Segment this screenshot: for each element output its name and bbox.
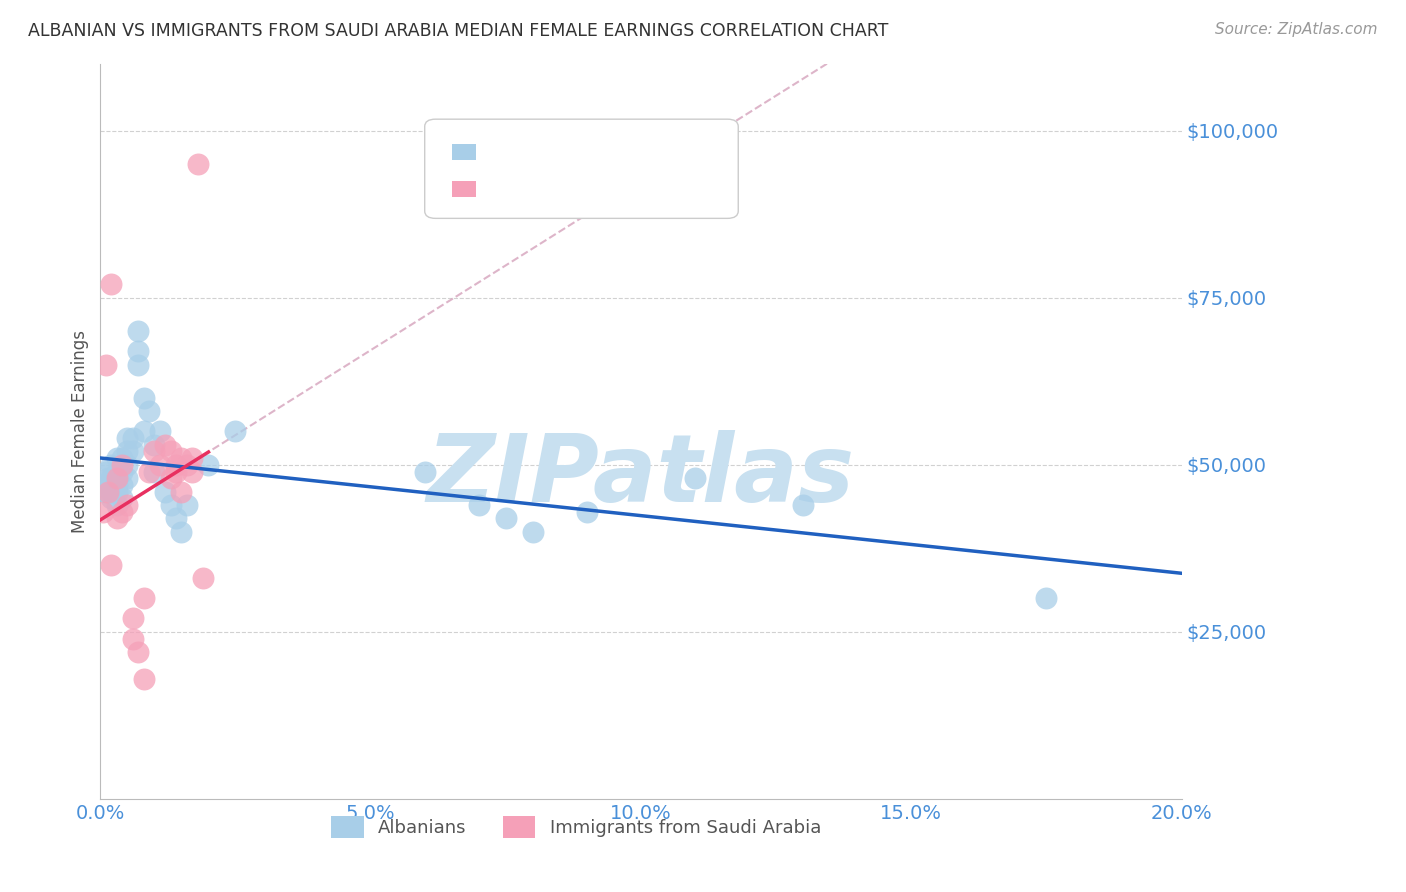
Legend: Albanians, Immigrants from Saudi Arabia: Albanians, Immigrants from Saudi Arabia [323,808,828,845]
Point [94,484,117,499]
Point [111,451,134,466]
Point [155,438,177,452]
Point [100,458,122,472]
Point [105,511,128,525]
Point [105,484,128,499]
Text: R = -0.086: R = -0.086 [492,144,600,161]
Point [117,471,139,485]
Point [105,498,128,512]
Point [495,511,517,525]
Point [522,524,544,539]
Point [143,438,166,452]
Point [132,591,155,606]
Point [197,458,219,472]
Point [683,471,706,485]
Point [117,444,139,458]
Point [159,444,181,458]
Point [100,471,122,485]
Point [149,425,172,439]
Point [111,465,134,479]
Point [121,632,143,646]
Point [165,511,187,525]
Point [155,484,177,499]
Point [111,458,134,472]
Point [143,444,166,458]
Point [132,391,155,405]
Point [165,458,187,472]
Point [111,505,134,519]
Point [468,498,491,512]
Point [138,465,160,479]
Point [127,645,149,659]
Point [91,478,114,492]
Text: ZIPatlas: ZIPatlas [427,430,855,522]
Point [149,458,172,472]
Point [121,611,143,625]
FancyBboxPatch shape [425,120,738,219]
Point [132,672,155,686]
Point [170,524,193,539]
Point [138,404,160,418]
Point [187,157,209,171]
Point [121,431,143,445]
Point [176,498,198,512]
Point [117,458,139,472]
Point [181,465,204,479]
Point [100,491,122,506]
Point [111,478,134,492]
FancyBboxPatch shape [451,145,475,161]
Text: ALBANIAN VS IMMIGRANTS FROM SAUDI ARABIA MEDIAN FEMALE EARNINGS CORRELATION CHAR: ALBANIAN VS IMMIGRANTS FROM SAUDI ARABIA… [28,22,889,40]
Point [105,478,128,492]
Point [94,358,117,372]
Point [105,451,128,466]
Point [94,465,117,479]
Point [792,498,814,512]
Point [143,465,166,479]
Point [105,471,128,485]
FancyBboxPatch shape [451,181,475,197]
Text: N = 30: N = 30 [616,180,682,198]
Point [91,505,114,519]
Point [100,484,122,499]
Point [1035,591,1057,606]
Text: Source: ZipAtlas.com: Source: ZipAtlas.com [1215,22,1378,37]
Point [181,451,204,466]
Point [121,444,143,458]
Point [94,478,117,492]
Point [105,465,128,479]
Point [170,484,193,499]
Point [127,358,149,372]
Point [127,324,149,338]
Y-axis label: Median Female Earnings: Median Female Earnings [72,330,89,533]
Point [97,484,120,499]
Point [165,465,187,479]
Point [97,471,120,485]
Point [117,498,139,512]
Point [191,571,214,585]
Point [224,425,246,439]
Text: N = 48: N = 48 [616,144,682,161]
Point [176,458,198,472]
Text: R =  0.192: R = 0.192 [492,180,600,198]
Point [413,465,436,479]
Point [159,471,181,485]
Point [127,344,149,359]
Point [100,558,122,572]
Point [132,425,155,439]
Point [111,491,134,506]
Point [170,451,193,466]
Point [117,431,139,445]
Point [100,277,122,292]
Point [159,498,181,512]
Point [575,505,598,519]
